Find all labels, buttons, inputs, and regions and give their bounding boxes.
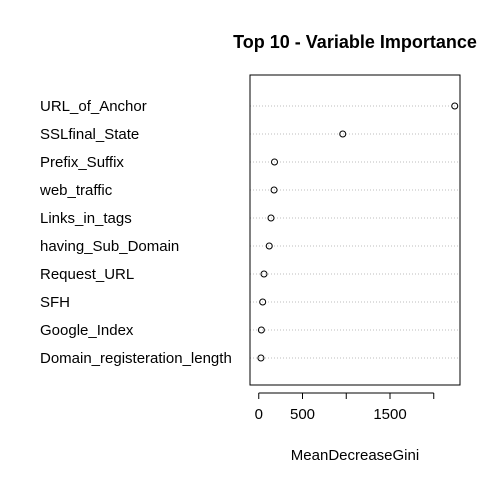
category-label: URL_of_Anchor [40, 98, 147, 115]
category-label: Google_Index [40, 322, 134, 339]
x-axis: 0 500 1500 [255, 392, 435, 423]
x-tick-label: 500 [290, 406, 315, 423]
grid-lines [250, 105, 460, 359]
category-labels: URL_of_Anchor SSLfinal_State Prefix_Suffix… [39, 98, 232, 367]
data-point [260, 270, 268, 278]
x-axis-title: MeanDecreaseGini [291, 447, 419, 464]
data-point [267, 214, 275, 222]
x-tick-label: 0 [255, 406, 263, 423]
category-label: SFH [40, 294, 70, 311]
category-label: Links_in_tags [40, 210, 132, 227]
category-label: SSLfinal_State [40, 126, 139, 143]
category-label: Domain_registeration_length [40, 350, 232, 367]
x-tick-label: 1500 [373, 406, 406, 423]
data-points [257, 102, 459, 362]
data-point [259, 298, 267, 306]
category-label: Request_URL [40, 266, 134, 283]
category-label: Prefix_Suffix [40, 154, 124, 171]
plot-area-border [249, 74, 461, 386]
data-point [257, 326, 265, 334]
data-point [271, 158, 278, 166]
data-point [257, 354, 265, 362]
data-point [339, 130, 347, 138]
data-point [265, 242, 273, 250]
data-point [451, 102, 459, 110]
chart-title: Top 10 - Variable Importance [233, 32, 477, 52]
category-label: web_traffic [39, 182, 113, 199]
data-point [270, 186, 278, 194]
category-label: having_Sub_Domain [40, 238, 179, 255]
